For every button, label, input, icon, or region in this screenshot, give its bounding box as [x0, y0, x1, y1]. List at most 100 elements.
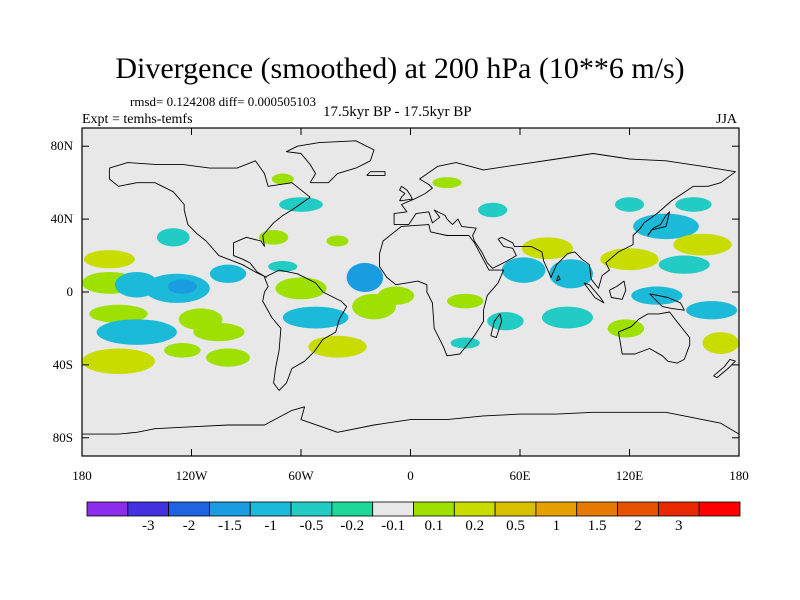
divergence-region-36	[658, 255, 710, 274]
divergence-region-17	[282, 306, 349, 329]
divergence-region-8	[82, 348, 155, 374]
divergence-region-40	[607, 319, 645, 338]
divergence-region-26	[450, 337, 480, 349]
divergence-region-16	[275, 277, 327, 300]
coastline-new-guinea	[649, 293, 685, 311]
divergence-region-21	[377, 286, 415, 305]
colorbar-label: 3	[675, 518, 683, 534]
divergence-region-5	[89, 304, 148, 323]
colorbar-swatch-7	[372, 501, 414, 517]
colorbar-swatch-13	[617, 501, 659, 517]
x-tick-label: 120W	[175, 468, 208, 483]
y-tick-label: 80S	[52, 429, 73, 445]
colorbar-label: 2	[634, 518, 642, 534]
colorbar-swatch-4	[249, 501, 292, 517]
coastline-south-america	[262, 269, 348, 391]
divergence-region-35	[673, 233, 732, 256]
divergence-region-18	[308, 335, 367, 358]
divergence-region-32	[541, 306, 593, 329]
colorbar-label: -1	[264, 518, 277, 534]
x-tick-label: 60W	[288, 468, 314, 483]
colorbar-swatch-9	[453, 501, 496, 517]
y-tick-label: 0	[66, 284, 74, 299]
y-tick-label: 40S	[52, 356, 73, 372]
colorbar-swatch-10	[494, 501, 537, 517]
divergence-region-23	[279, 197, 323, 212]
coastline-sumatra	[583, 282, 605, 304]
colorbar-label: -0.1	[381, 518, 405, 534]
coastline-eurasia	[393, 153, 736, 289]
colorbar-label: 1.5	[587, 518, 607, 534]
coastline-borneo	[608, 280, 627, 300]
divergence-region-25	[432, 177, 462, 189]
divergence-region-28	[487, 312, 524, 331]
y-tick-label: 40N	[50, 211, 73, 227]
rmsd-diff-stats: rmsd= 0.124208 diff= 0.000505103	[130, 94, 316, 109]
colorbar-swatch-2	[168, 501, 210, 517]
colorbar-swatch-0	[86, 501, 129, 517]
colorbar-swatch-15	[698, 501, 741, 517]
coastline-antarctica	[82, 406, 739, 435]
coastline-north-america	[108, 160, 311, 278]
divergence-region-4	[167, 279, 197, 294]
axis-ticks	[81, 128, 740, 456]
colorbar-swatch-3	[209, 501, 251, 517]
colorbar-swatch-11	[535, 501, 578, 517]
divergence-region-22	[326, 235, 349, 247]
coastline-great-britain	[399, 185, 413, 202]
divergence-region-11	[193, 322, 245, 342]
y-tick-label: 80N	[50, 138, 73, 154]
colorbar-swatch-14	[657, 501, 700, 517]
divergence-region-43	[478, 202, 508, 218]
divergence-region-29	[501, 257, 546, 283]
colorbar-label: 1	[552, 518, 561, 534]
colorbar-swatch-12	[576, 501, 618, 517]
coastline-greenland	[285, 140, 375, 184]
divergence-region-38	[686, 301, 738, 320]
coastline-africa	[379, 224, 505, 357]
divergence-region-7	[96, 319, 177, 345]
divergence-region-31	[549, 259, 593, 289]
divergence-region-10	[206, 348, 250, 367]
x-tick-label: 120E	[615, 468, 644, 483]
divergence-region-14	[259, 230, 289, 245]
colorbar-swatch-5	[290, 501, 333, 517]
colorbar-swatch-8	[413, 501, 455, 517]
divergence-region-9	[164, 343, 201, 358]
divergence-region-20	[346, 262, 384, 292]
colorbar-label: -1.5	[217, 518, 242, 534]
divergence-region-27	[447, 293, 484, 309]
divergence-region-15	[268, 261, 298, 272]
colorbar-label: -0.5	[299, 518, 324, 534]
plot-title: Divergence (smoothed) at 200 hPa (10**6 …	[115, 52, 685, 85]
coastline-australia	[618, 311, 691, 364]
x-tick-label: 60E	[509, 468, 531, 483]
colorbar-label: 0.2	[465, 518, 485, 534]
colorbar-label: 0.1	[424, 518, 444, 534]
coastline-new-zealand	[713, 358, 736, 379]
colorbar-label: -3	[141, 518, 155, 534]
x-tick-label: 180	[72, 468, 92, 483]
coastline-japan	[647, 211, 671, 236]
divergence-region-12	[209, 264, 247, 283]
divergence-region-0	[83, 250, 135, 269]
experiment-label: Expt = temhs-temfs	[82, 112, 193, 127]
season-label: JJA	[716, 112, 738, 127]
x-tick-label: 180	[729, 468, 749, 483]
divergence-region-13	[156, 228, 190, 247]
divergence-region-42	[675, 197, 712, 212]
divergence-region-24	[271, 173, 294, 185]
x-tick-label: 0	[407, 468, 414, 483]
coastline-sri-lanka	[556, 275, 561, 282]
coastline-madagascar	[490, 313, 503, 339]
divergence-region-30	[521, 237, 573, 260]
divergence-region-33	[600, 248, 659, 271]
colorbar-label: 0.5	[506, 518, 525, 534]
colorbar-label: -2	[182, 518, 196, 534]
colorbar-swatch-6	[331, 501, 374, 517]
period-label: 17.5kyr BP - 17.5kyr BP	[323, 104, 472, 120]
divergence-region-39	[702, 332, 739, 354]
colorbar-label: -0.2	[340, 518, 365, 534]
coastlines	[82, 140, 739, 435]
